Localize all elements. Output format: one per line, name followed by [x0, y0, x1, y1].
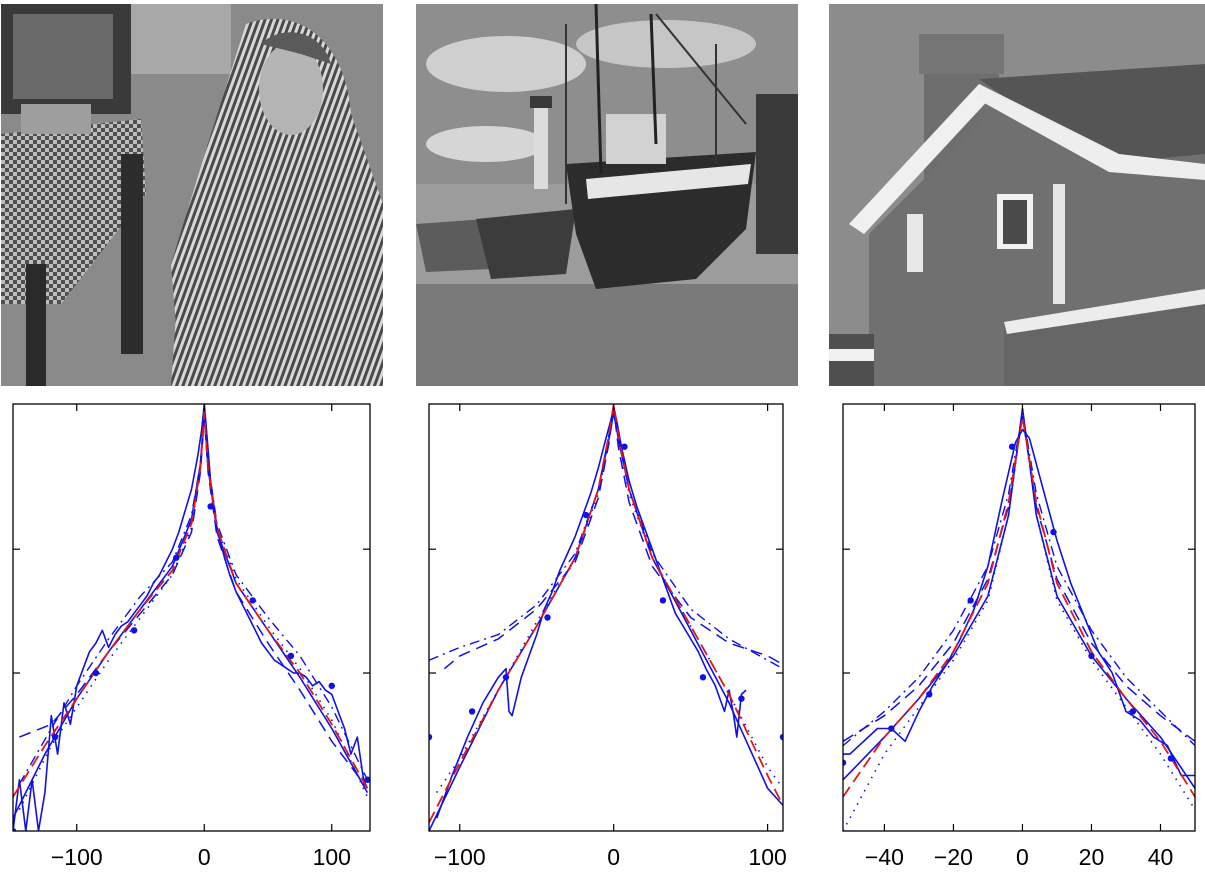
x-tick-label: −20 [934, 844, 973, 870]
marker-point [51, 733, 59, 741]
photo-house [829, 4, 1205, 386]
series-fit-line [13, 411, 369, 798]
marker-point [207, 503, 214, 510]
marker-point [429, 733, 433, 741]
series-fit-line [429, 404, 783, 823]
marker-point [364, 776, 370, 783]
x-tick-label: 0 [607, 844, 620, 870]
marker-point [582, 511, 590, 519]
marker-point [738, 695, 745, 702]
marker-point [1050, 528, 1057, 536]
marker-point [1088, 652, 1095, 660]
marker-point [13, 827, 17, 831]
x-tick-label: 0 [198, 844, 211, 870]
marker-point [92, 669, 100, 677]
axes-frame [842, 403, 1196, 832]
x-tick-label: −100 [51, 844, 103, 870]
series-dash-line [19, 416, 368, 789]
marker-point [621, 443, 628, 450]
series-solid-line [429, 411, 783, 831]
marker-point [1008, 443, 1016, 450]
plot-area [843, 407, 1195, 831]
series-solid-line [435, 407, 747, 819]
axes-frame [428, 403, 784, 832]
marker-point [1129, 708, 1137, 715]
marker-point [328, 682, 335, 690]
plot-area [429, 404, 783, 831]
marker-point [659, 597, 667, 604]
marker-point [502, 674, 510, 681]
series-dashdot-line [429, 404, 783, 670]
x-tick-label: −100 [434, 844, 486, 870]
x-tick-label: 0 [1016, 844, 1029, 870]
marker-point [468, 708, 476, 715]
marker-point [888, 725, 895, 732]
series-solid-line [13, 404, 369, 831]
x-tick-label: 20 [1079, 844, 1105, 870]
marker-point [926, 691, 933, 698]
marker-point [130, 627, 138, 634]
marker-point [967, 597, 974, 604]
marker-point [173, 554, 180, 561]
marker-point [249, 597, 256, 604]
x-tick-label: 40 [1148, 844, 1174, 870]
marker-point [287, 652, 295, 660]
chart-3: −40 −20 0 20 40 [842, 403, 1196, 870]
marker-point [699, 674, 707, 681]
photo-boats [416, 4, 798, 386]
marker-point [544, 614, 551, 621]
series-dashdot-line [18, 407, 369, 785]
marker-point [843, 759, 847, 766]
series-dot-line [436, 407, 783, 794]
chart-1: −100 0 100 [12, 403, 371, 870]
x-tick-label: 100 [313, 844, 351, 870]
series-solid-line [843, 407, 1195, 789]
x-tick-label: 100 [748, 844, 786, 870]
photo-woman [1, 4, 383, 386]
marker-point [779, 733, 783, 741]
marker-point [1167, 755, 1175, 762]
series-dash-line [443, 407, 783, 670]
series-dot-line [843, 411, 1195, 831]
series-dashdot-line [843, 411, 1195, 747]
series-solid-line [13, 411, 369, 819]
chart-2: −100 0 100 [428, 403, 787, 870]
axes-frame [12, 403, 371, 832]
series-dash-line [843, 416, 1195, 742]
x-tick-label: −40 [865, 844, 904, 870]
plot-area [13, 404, 370, 831]
